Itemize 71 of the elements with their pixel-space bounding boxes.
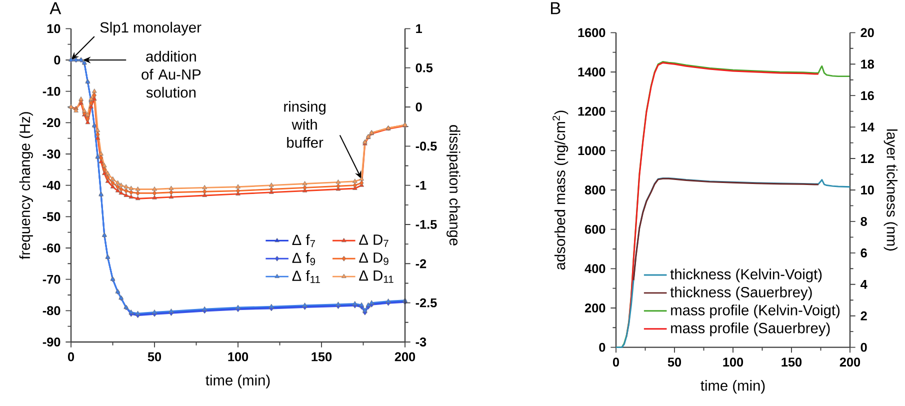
y-tick-label: -50 [42,212,60,222]
y2-tick-label: 14 [861,122,874,132]
y2-tick-label: 12 [861,154,874,163]
y2-tick-label: 0.5 [416,63,433,72]
legend-label: thickness (Sauerbrey) [670,286,812,300]
y-tick-label: 200 [585,304,606,312]
x-tick-label: 50 [668,358,682,367]
y2-tick-label: 2 [860,311,867,320]
y-tick-label: 800 [584,186,606,194]
y-tick-label: -10 [42,86,60,96]
y2-tick-label: 4 [860,280,868,289]
text: B [551,2,560,14]
legend-label: mass profile (Sauerbrey) [671,322,830,336]
legend-label: thickness (Kelvin-Voigt) [670,268,822,282]
annotation: rinsing with buffer [284,101,326,148]
y2-tick-label: -1.5 [416,220,437,229]
y2-tick-label: 18 [861,60,874,69]
y2-tick-label: -2.5 [416,298,437,308]
y2-tick-label: 0 [416,102,422,112]
y-axis-title: frequency change (Hz) [19,112,33,260]
y2-axis-title: dissipation change [446,125,460,246]
y-tick-label: -20 [42,118,60,128]
x-tick-label: 100 [723,358,744,367]
legend-label: Δ f$_{9}$ [292,252,316,266]
y-tick-label: -40 [42,180,60,190]
x-axis-title: time (min) [700,380,765,394]
y-tick-label: -80 [42,306,60,316]
y-tick-label: -90 [42,338,60,346]
x-tick-label: 100 [228,352,248,362]
annotation: addition of Au-NP solution [142,50,201,98]
y-tick-label: 1000 [578,146,606,156]
x-tick-label: 200 [840,358,860,367]
x-tick-label: 50 [148,352,162,362]
y2-tick-label: 8 [860,216,867,226]
y-axis-title: adsorbed mass (ng/cm$^{2}$) [552,110,568,270]
x-tick-label: 150 [782,358,802,367]
y2-tick-label: -1 [416,180,426,190]
y2-tick-label: -3 [416,337,426,346]
y-tick-label: 0 [599,342,606,352]
legend-label: Δ D$_{11}$ [359,270,394,283]
y2-tick-label: 0 [860,342,867,352]
y-tick-label: -70 [42,274,60,284]
y-tick-label: 1200 [578,106,606,116]
y-tick-label: 10 [47,24,60,34]
x-axis-title: time (min) [206,374,270,388]
y2-tick-label: 20 [860,28,874,38]
y-tick-label: -30 [42,149,60,158]
y2-tick-label: 1 [416,24,422,34]
y-tick-label: 1400 [578,68,606,76]
y-tick-label: 400 [584,264,606,274]
y2-axis-title: layer tickness (nm) [884,129,898,251]
x-tick-label: 150 [312,352,332,362]
x-tick-label: 0 [68,352,74,362]
y2-tick-label: -2 [416,259,426,268]
y-tick-label: -60 [42,244,60,252]
legend-label: Δ D$_{9}$ [359,252,388,265]
legend-label: Δ D$_{7}$ [359,234,388,247]
legend-label: Δ f$_{7}$ [292,234,315,248]
text: A [50,2,62,14]
legend-label: Δ f$_{11}$ [292,270,320,284]
y-tick-label: 0 [54,56,60,64]
y-tick-label: 600 [585,224,606,234]
y2-tick-label: 16 [861,91,874,100]
annotation: Slp1 monolayer [100,22,202,36]
y2-tick-label: -0.5 [416,142,437,151]
y2-tick-label: 6 [860,248,867,258]
x-tick-label: 200 [394,352,416,362]
y2-tick-label: 10 [861,186,874,194]
x-tick-label: 0 [612,358,620,367]
y-tick-label: 1600 [578,28,606,38]
legend-label: mass profile (Kelvin-Voigt) [671,304,840,318]
